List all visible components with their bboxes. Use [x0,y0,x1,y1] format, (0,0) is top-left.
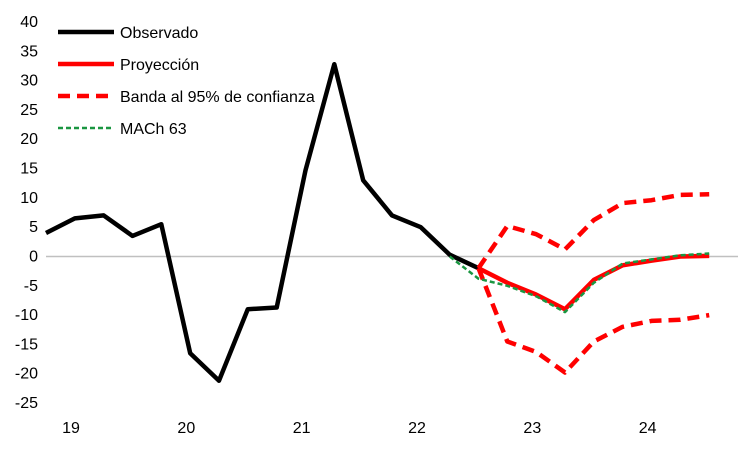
x-tick-label: 20 [177,420,195,437]
y-tick-label: 25 [20,102,38,119]
y-tick-label: -5 [24,278,38,295]
y-tick-label: 15 [20,161,38,178]
series-line-proyecci-n [477,253,710,312]
y-tick-label: -25 [15,395,38,412]
x-tick-label: 19 [62,420,80,437]
y-tick-label: 10 [20,190,38,207]
y-tick-label: 0 [29,248,38,265]
legend: Observado Proyección Banda al 95% de confi… [58,25,315,138]
x-tick-label: 22 [408,420,426,437]
y-tick-label: 30 [20,73,38,90]
legend-label: Banda al 95% de confianza [120,89,315,106]
y-tick-label: -10 [15,307,38,324]
legend-label: Observado [120,25,198,42]
legend-label: Proyección [120,57,199,74]
series-line-mach-63 [448,252,710,314]
series-line-observado [44,61,480,383]
x-tick-label: 21 [293,420,311,437]
series-line-banda-al-95-de-confianza-upper [476,192,710,270]
y-tick-label: -20 [15,366,38,383]
y-tick-label: 5 [29,219,38,236]
y-tick-label: -15 [15,336,38,353]
y-tick-label: 40 [20,14,38,31]
x-axis-ticks: 19 20 21 22 23 24 [62,420,657,437]
x-tick-label: 23 [523,420,541,437]
x-tick-label: 24 [639,420,657,437]
series-layer [44,61,710,383]
y-axis-ticks: 40 35 30 25 20 15 10 5 0 -5 -10 -15 -20 -25 [15,14,38,412]
y-tick-label: 35 [20,43,38,60]
series-line-banda-al-95-de-confianza-lower [476,267,710,375]
legend-label: MACh 63 [120,121,187,138]
y-tick-label: 20 [20,131,38,148]
